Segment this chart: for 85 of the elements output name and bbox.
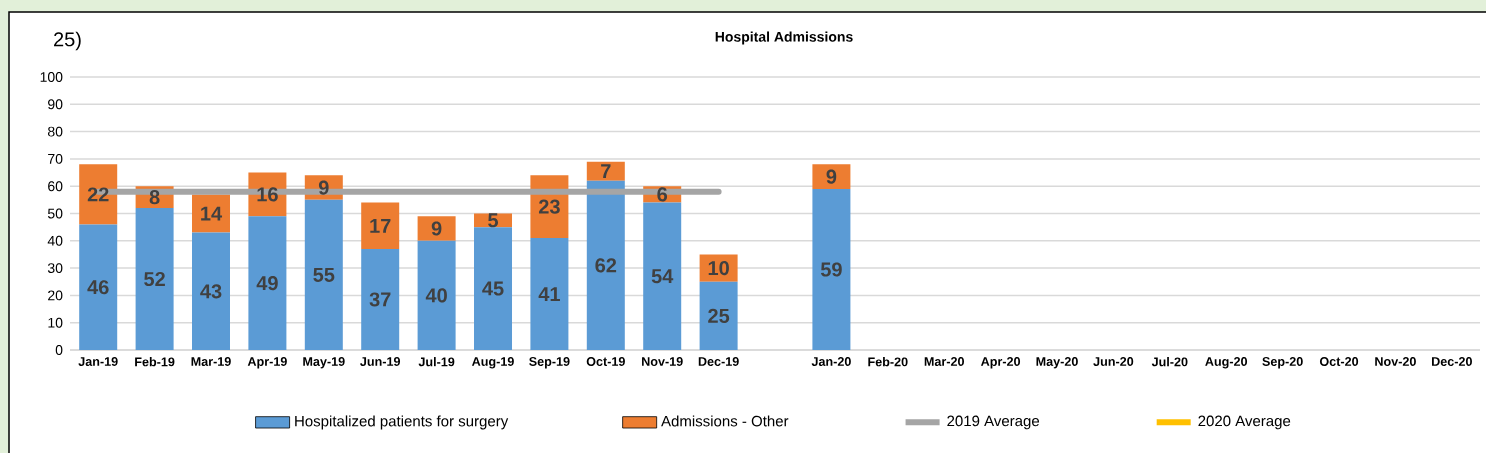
y-tick-label: 70 <box>48 153 63 164</box>
data-label: 54 <box>651 269 674 284</box>
y-tick-label: 0 <box>55 345 63 355</box>
x-tick-label: Feb-19 <box>135 357 175 367</box>
bar <box>699 281 738 350</box>
x-tick-label: Mar-20 <box>924 357 964 366</box>
x-tick-label: Jan-20 <box>811 357 851 366</box>
y-tick-label: 10 <box>48 317 63 328</box>
x-tick-label: May-19 <box>303 357 345 369</box>
data-label: 45 <box>482 281 504 296</box>
x-tick-label: Dec-19 <box>698 357 739 366</box>
bar <box>812 188 851 350</box>
x-tick-label: Oct-19 <box>586 357 625 366</box>
data-label: 49 <box>256 276 278 291</box>
bar <box>79 224 118 350</box>
data-label: 41 <box>538 287 560 301</box>
y-tick-label: 90 <box>48 99 63 110</box>
bar <box>643 202 682 350</box>
bar <box>586 161 625 181</box>
data-label: 40 <box>425 288 447 303</box>
bar <box>135 208 174 350</box>
data-label: 9 <box>826 169 837 184</box>
x-tick-label: May-20 <box>1036 357 1078 369</box>
legend-label: Admissions - Other <box>661 415 789 427</box>
data-label: 52 <box>144 271 165 287</box>
bar <box>530 238 569 350</box>
legend-label: Hospitalized patients for surgery <box>295 415 509 430</box>
data-label: 62 <box>595 258 617 273</box>
bar <box>417 240 456 350</box>
x-tick-label: Sep-20 <box>1262 357 1303 369</box>
bar <box>304 199 343 350</box>
bar <box>417 216 456 241</box>
bar <box>192 232 230 350</box>
data-label: 17 <box>370 218 391 233</box>
data-label: 9 <box>431 221 442 236</box>
data-label: 23 <box>538 199 560 214</box>
x-tick-label: Apr-19 <box>247 357 287 369</box>
x-tick-label: Nov-19 <box>642 357 683 366</box>
data-label: 55 <box>313 267 335 282</box>
x-tick-label: Sep-19 <box>529 357 570 369</box>
y-tick-label: 100 <box>40 72 63 82</box>
bar <box>361 202 400 249</box>
data-label: 8 <box>149 190 160 205</box>
x-tick-label: Jul-19 <box>418 357 455 367</box>
x-tick-label: Feb-20 <box>868 357 908 367</box>
chart-title: Hospital Admissions <box>715 31 853 45</box>
x-tick-label: Oct-20 <box>1319 357 1359 366</box>
x-tick-label: Jun-19 <box>360 357 401 366</box>
y-tick-label: 50 <box>47 208 63 219</box>
text: 25) <box>54 31 81 51</box>
data-label: 25 <box>708 308 730 323</box>
bar <box>586 180 625 350</box>
data-label: 10 <box>708 261 729 276</box>
x-tick-label: Aug-19 <box>471 357 514 369</box>
legend-label: 2019 Average <box>947 415 1040 430</box>
x-tick-label: Dec-20 <box>1431 357 1472 366</box>
data-label: 5 <box>488 213 499 228</box>
data-label: 16 <box>257 187 278 202</box>
bar <box>474 227 513 350</box>
data-label: 46 <box>87 280 109 295</box>
y-tick-label: 30 <box>47 263 63 274</box>
bar <box>192 194 230 233</box>
y-tick-label: 40 <box>47 235 63 246</box>
data-label: 6 <box>657 187 668 202</box>
bar <box>361 248 400 350</box>
bar <box>248 216 287 350</box>
legend-label: 2020 Average <box>1198 415 1291 430</box>
x-tick-label: Apr-20 <box>980 357 1021 369</box>
y-tick-label: 80 <box>47 126 63 137</box>
x-tick-label: Aug-20 <box>1205 357 1248 369</box>
y-tick-label: 60 <box>48 181 63 192</box>
x-tick-label: Jun-20 <box>1093 357 1134 366</box>
data-label: 43 <box>200 284 222 299</box>
x-tick-label: Jul-20 <box>1151 357 1188 367</box>
y-tick-label: 20 <box>48 290 63 301</box>
bar <box>812 164 851 189</box>
data-label: 7 <box>601 164 611 179</box>
x-tick-label: Nov-20 <box>1375 357 1416 366</box>
data-label: 59 <box>820 262 842 277</box>
bar <box>79 164 118 225</box>
x-tick-label: Mar-19 <box>191 357 231 366</box>
data-label: 37 <box>369 292 391 307</box>
data-label: 14 <box>201 206 223 221</box>
data-label: 22 <box>87 187 109 202</box>
x-tick-label: Jan-19 <box>78 357 118 366</box>
